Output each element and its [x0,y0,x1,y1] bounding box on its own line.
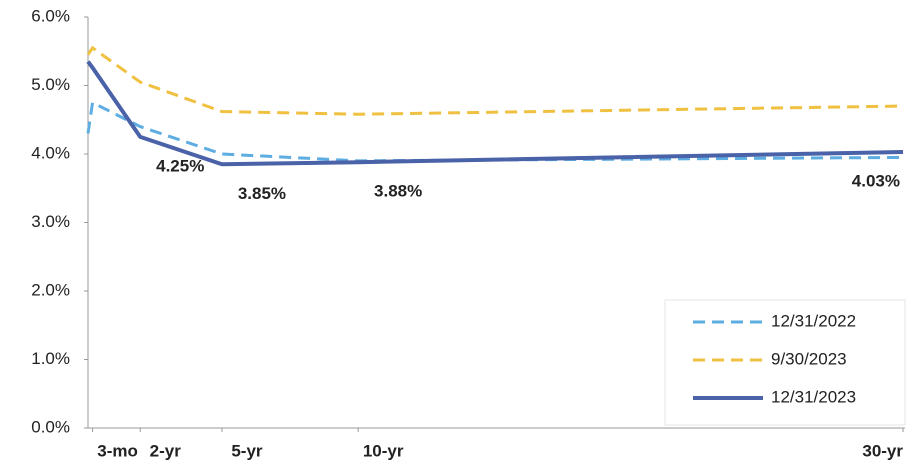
y-tick-label: 0.0% [31,417,70,436]
legend-label: 12/31/2022 [771,311,856,330]
x-tick-label: 2-yr [150,441,182,460]
data-label: 4.25% [156,156,204,175]
series-line [86,45,904,116]
series-line [86,60,904,167]
series-line [86,100,904,163]
x-tick-label: 3-mo [97,441,138,460]
x-tick-label: 5-yr [231,441,263,460]
x-tick-label: 10-yr [363,441,404,460]
y-tick-label: 4.0% [31,143,70,162]
legend-label: 9/30/2023 [771,349,847,368]
data-label: 3.88% [374,182,422,201]
y-tick-label: 1.0% [31,349,70,368]
data-label: 4.03% [852,171,900,190]
y-tick-label: 2.0% [31,280,70,299]
data-label: 3.85% [238,184,286,203]
y-tick-label: 6.0% [31,6,70,25]
x-tick-label: 30-yr [862,441,903,460]
y-tick-label: 3.0% [31,212,70,231]
legend-label: 12/31/2023 [771,387,856,406]
y-tick-label: 5.0% [31,75,70,94]
